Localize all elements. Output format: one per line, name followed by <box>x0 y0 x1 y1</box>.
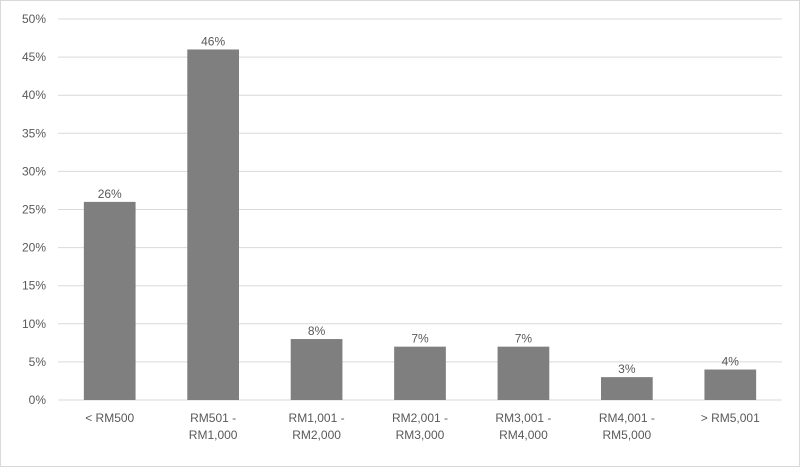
y-tick-label: 35% <box>22 126 46 140</box>
bar <box>83 201 136 400</box>
y-tick-label: 5% <box>29 355 47 369</box>
data-label: 4% <box>722 355 740 369</box>
y-tick-label: 50% <box>22 12 46 26</box>
x-tick-label-line: RM1,001 - <box>289 411 345 425</box>
y-tick-label: 45% <box>22 50 46 64</box>
data-labels: 26% 46% 8% 7% 7% 3% 4% <box>98 34 740 376</box>
x-tick-label: RM501 - RM1,000 <box>189 411 238 442</box>
y-tick-label: 10% <box>22 317 46 331</box>
data-label: 7% <box>515 332 533 346</box>
data-label: 3% <box>618 362 636 376</box>
bar <box>704 369 757 400</box>
data-label: 26% <box>98 187 122 201</box>
x-tick-label-line: RM2,001 - <box>392 411 448 425</box>
data-label: 46% <box>201 34 225 48</box>
x-tick-label-line: RM501 - <box>190 411 236 425</box>
x-tick-label: RM2,001 - RM3,000 <box>392 411 448 442</box>
x-tick-label-line: RM3,001 - <box>495 411 551 425</box>
x-tick-label: < RM500 <box>85 411 134 425</box>
y-tick-label: 0% <box>29 393 47 407</box>
x-tick-label-line: RM5,000 <box>603 428 652 442</box>
y-tick-label: 15% <box>22 279 46 293</box>
bar <box>394 346 446 400</box>
bar <box>187 49 239 400</box>
x-tick-label: RM4,001 - RM5,000 <box>599 411 655 442</box>
x-tick-label-line: RM1,000 <box>189 428 238 442</box>
bar <box>601 377 653 400</box>
x-axis-tick-labels: < RM500 RM501 - RM1,000 RM1,001 - RM2,000 RM2… <box>85 411 760 442</box>
x-tick-label: > RM5,001 <box>701 411 760 425</box>
y-axis-tick-labels: 0% 5% 10% 15% 20% 25% 30% 35% 40% 45% 50% <box>22 12 46 407</box>
x-tick-label: RM1,001 - RM2,000 <box>289 411 345 442</box>
y-tick-label: 30% <box>22 164 46 178</box>
gridlines <box>58 18 782 401</box>
y-tick-label: 25% <box>22 203 46 217</box>
x-tick-label-line: RM3,000 <box>396 428 445 442</box>
x-tick-label-line: < RM500 <box>85 411 134 425</box>
y-tick-label: 20% <box>22 241 46 255</box>
x-tick-label-line: RM2,000 <box>292 428 341 442</box>
x-tick-label-line: > RM5,001 <box>701 411 760 425</box>
bar <box>290 339 343 400</box>
data-label: 8% <box>308 324 326 338</box>
x-tick-label-line: RM4,000 <box>499 428 548 442</box>
data-label: 7% <box>411 332 429 346</box>
bars <box>83 49 757 400</box>
bar <box>497 346 550 400</box>
y-tick-label: 40% <box>22 88 46 102</box>
x-tick-label-line: RM4,001 - <box>599 411 655 425</box>
x-tick-label: RM3,001 - RM4,000 <box>495 411 551 442</box>
